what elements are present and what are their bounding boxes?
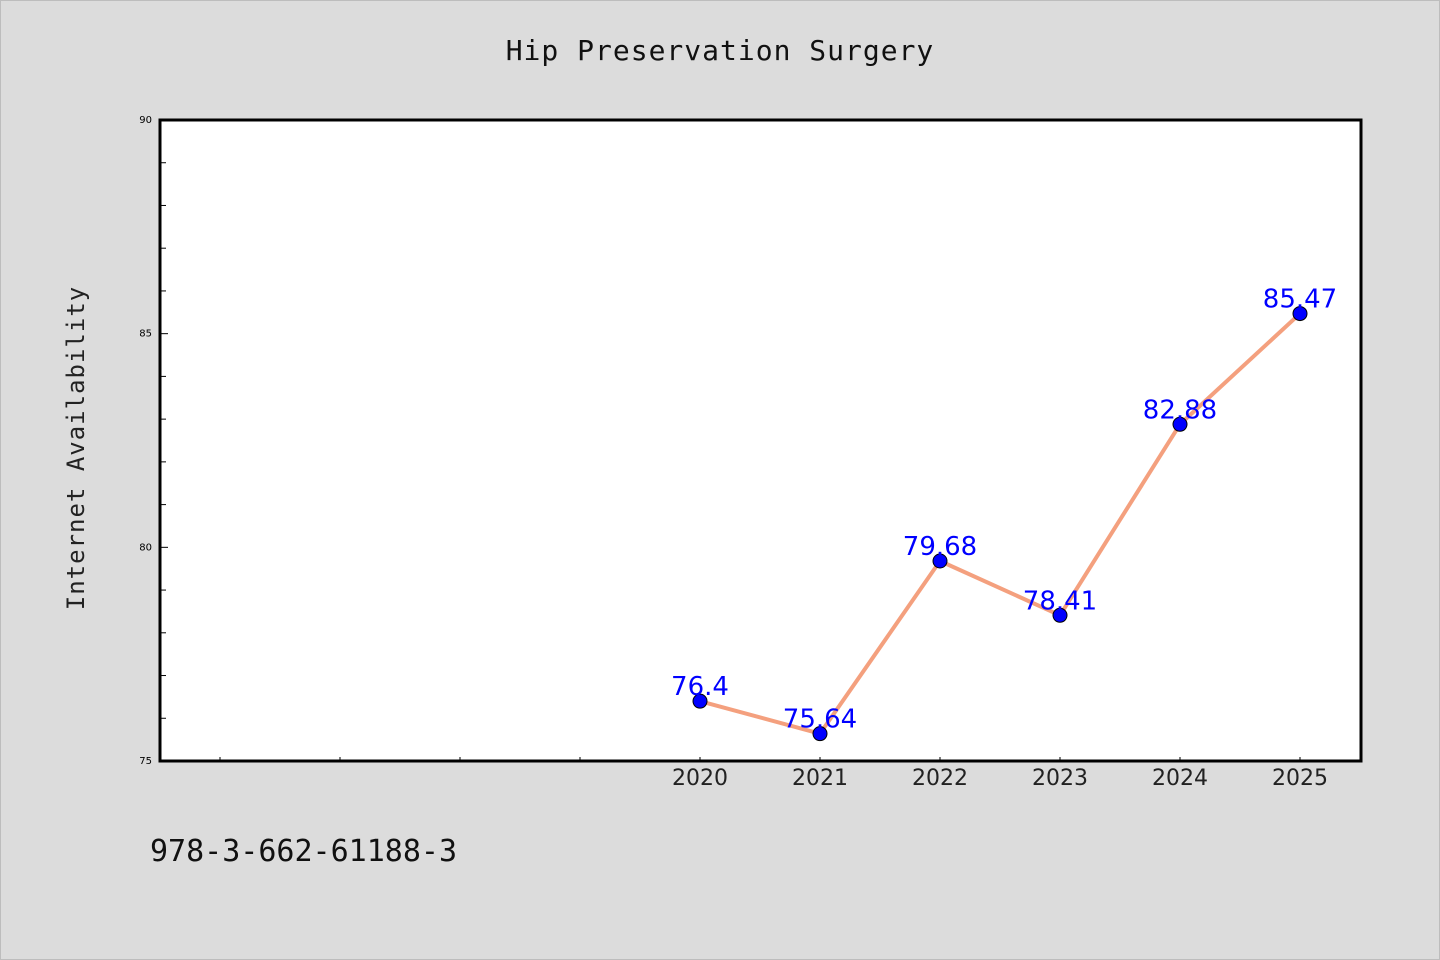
x-tick-label: 2020 [672, 766, 728, 791]
data-labels: 76.4 75.64 79.68 78.41 82.88 85.47 [671, 285, 1337, 735]
y-tick-label: 80 [139, 542, 152, 553]
x-tick-label: 2024 [1152, 766, 1208, 791]
data-label: 85.47 [1263, 285, 1337, 315]
series-line-group [699, 312, 1302, 736]
data-point [1292, 306, 1308, 322]
data-point [692, 693, 708, 709]
y-axis: 75 80 85 90 [139, 115, 168, 767]
x-tick-label: 2025 [1272, 766, 1328, 791]
series-line [699, 312, 1302, 736]
data-point [932, 553, 948, 569]
data-point [1052, 607, 1068, 623]
data-label: 75.64 [783, 705, 857, 735]
data-point [812, 726, 828, 742]
plot-area [158, 118, 1363, 763]
data-point [1172, 416, 1188, 432]
data-label: 79.68 [903, 532, 977, 562]
x-tick-label: 2021 [792, 766, 848, 791]
x-axis: 2020 2021 2022 2023 2024 2025 [219, 757, 1328, 791]
isbn-text: 978-3-662-61188-3 [150, 834, 458, 869]
chart-title: Hip Preservation Surgery [505, 34, 935, 67]
data-label: 82.88 [1143, 395, 1217, 425]
data-label: 78.41 [1023, 586, 1097, 616]
data-label: 76.4 [671, 672, 729, 702]
x-tick-label: 2022 [912, 766, 968, 791]
y-tick-label: 75 [139, 756, 152, 767]
y-tick-label: 85 [139, 329, 152, 340]
y-tick-label: 90 [139, 115, 152, 126]
x-tick-label: 2023 [1032, 766, 1088, 791]
data-points [692, 306, 1308, 742]
